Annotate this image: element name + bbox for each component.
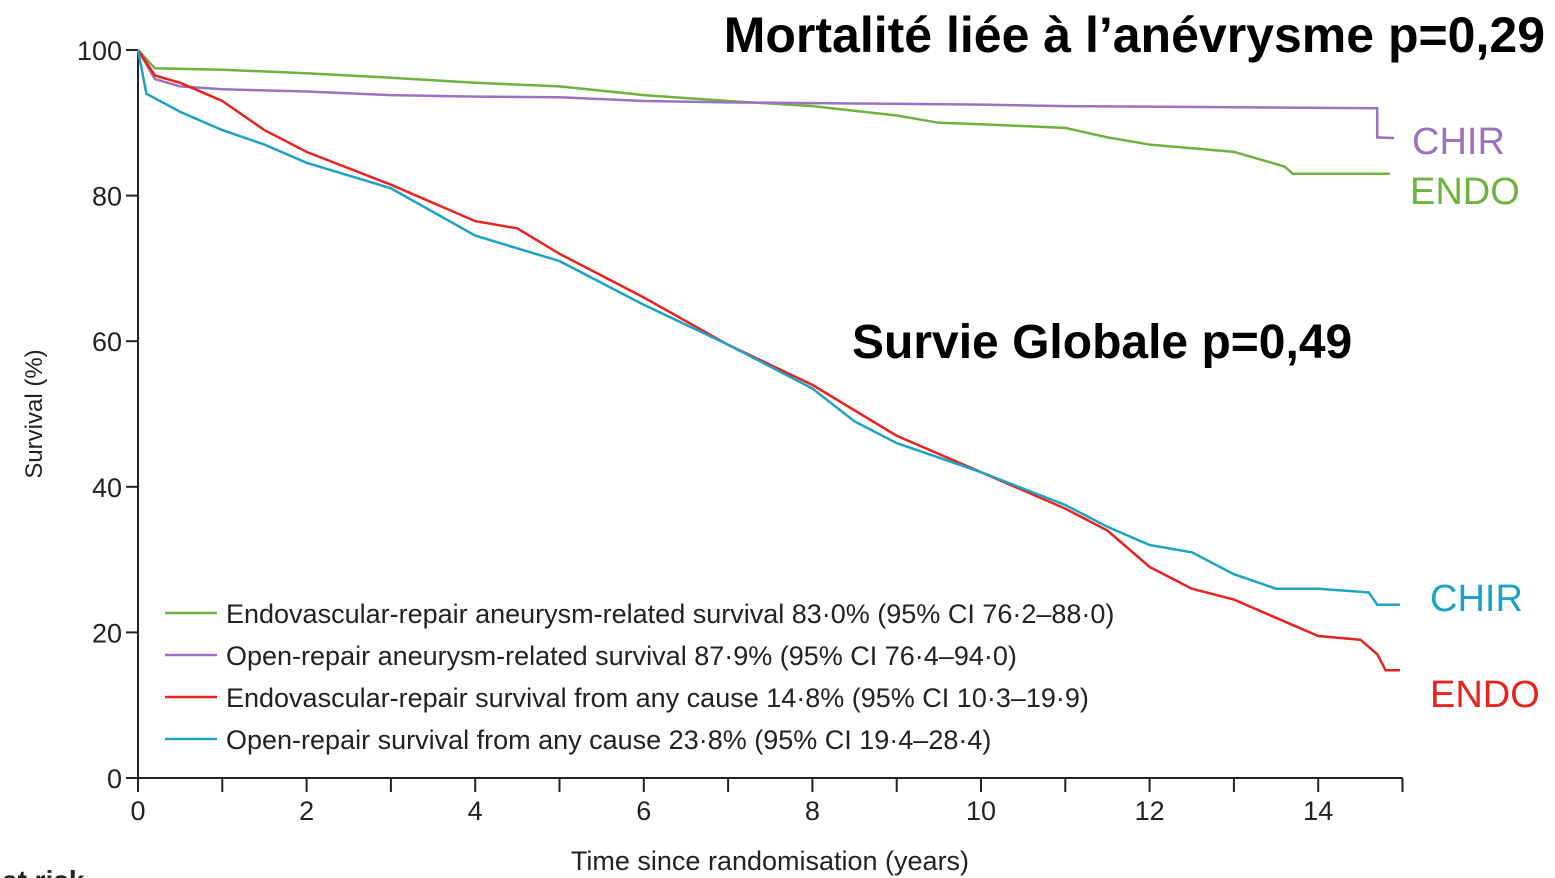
legend-label: Open-repair survival from any cause 23·8… (226, 725, 991, 755)
legend-label: Open-repair aneurysm-related survival 87… (226, 641, 1017, 671)
chart-subtitle: Survie Globale p=0,49 (852, 316, 1352, 369)
annotation: CHIR (1412, 121, 1505, 163)
annotation: ENDO (1430, 674, 1540, 716)
legend-label: Endovascular-repair aneurysm-related sur… (226, 599, 1114, 629)
y-tick-label: 80 (92, 182, 122, 212)
annotation: CHIR (1430, 578, 1523, 620)
x-tick-label: 0 (130, 796, 145, 826)
y-axis-label: Survival (%) (21, 349, 48, 478)
x-tick-label: 2 (299, 796, 314, 826)
series-line (136, 49, 1400, 672)
x-axis-label: Time since randomisation (years) (571, 846, 969, 876)
x-tick-label: 8 (805, 796, 820, 826)
x-tick-label: 14 (1303, 796, 1333, 826)
footer: at risk (2, 865, 85, 878)
y-tick-label: 20 (92, 618, 122, 648)
chart-title: Mortalité liée à l’anévrysme p=0,29 (724, 7, 1545, 63)
legend-label: Endovascular-repair survival from any ca… (226, 683, 1089, 713)
x-tick-label: 12 (1135, 796, 1165, 826)
x-tick-label: 10 (966, 796, 996, 826)
series-line (136, 49, 1395, 140)
y-tick-label: 60 (92, 327, 122, 357)
y-tick-label: 100 (77, 36, 122, 66)
x-tick-label: 4 (468, 796, 483, 826)
annotation: ENDO (1410, 171, 1520, 213)
x-tick-label: 6 (636, 796, 651, 826)
y-tick-label: 0 (107, 764, 122, 794)
series-line (136, 49, 1400, 606)
y-tick-label: 40 (92, 473, 122, 503)
series-line (137, 49, 1390, 176)
